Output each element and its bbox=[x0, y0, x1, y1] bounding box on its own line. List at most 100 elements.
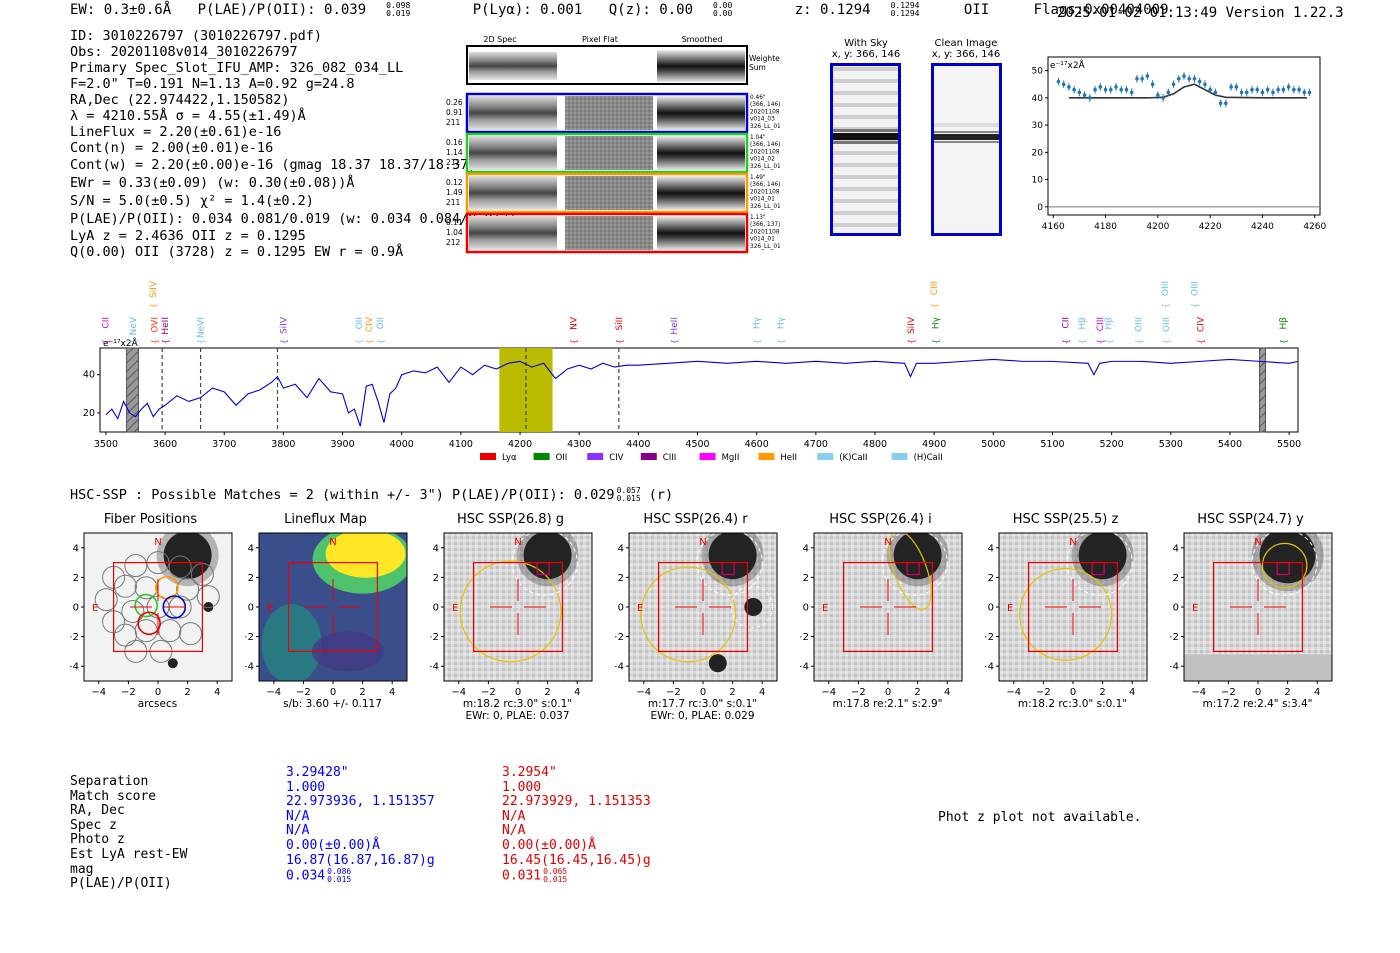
x-tick-label: −4 bbox=[451, 687, 466, 698]
y-tick-label: −4 bbox=[70, 662, 79, 673]
with-sky-label: With Sky bbox=[844, 38, 888, 49]
x-tick-label: 4180 bbox=[1094, 222, 1117, 232]
a-mag: 16.87(16.87,16.87)g bbox=[286, 852, 435, 868]
lineflux-blob bbox=[261, 604, 322, 681]
y-tick-label: 30 bbox=[1032, 121, 1044, 131]
fiber-row-meta: (366, 146) bbox=[750, 142, 780, 148]
data-point bbox=[1224, 101, 1228, 106]
emission-line-brace: { bbox=[161, 339, 170, 344]
emission-line-brace: { bbox=[1162, 339, 1171, 344]
hsc-title: HSC-SSP : Possible Matches = 2 (within +… bbox=[70, 486, 674, 504]
fiber-row-stat: 0.91 bbox=[446, 108, 463, 117]
emission-line-brace: { bbox=[670, 339, 679, 344]
cutout-caption-line: arcsecs bbox=[137, 698, 178, 710]
y-tick-label: 2 bbox=[73, 573, 79, 584]
emission-line-label: CIV bbox=[1196, 316, 1206, 332]
with-sky-image bbox=[830, 63, 901, 236]
cutout-caption-line: m:18.2 rc:3.0" s:0.1" bbox=[462, 698, 573, 710]
fiber-circle bbox=[134, 576, 158, 600]
info-line: ID: 3010226797 (3010226797.pdf) bbox=[70, 28, 322, 44]
match-column-b: 3.2954" 1.000 22.973929, 1.151353 N/A N/… bbox=[502, 765, 762, 892]
data-point bbox=[1307, 90, 1312, 95]
x-tick-label: 4100 bbox=[449, 439, 473, 450]
x-tick-label: −2 bbox=[481, 687, 496, 698]
legend-swatch bbox=[480, 453, 496, 460]
bright-star bbox=[1259, 533, 1316, 584]
data-point bbox=[1250, 87, 1254, 92]
fiber-circle bbox=[176, 577, 200, 601]
x-tick-label: 4 bbox=[389, 687, 395, 698]
data-point bbox=[1088, 96, 1092, 100]
fiber-row-meta: 20201108 bbox=[750, 189, 780, 195]
bright-star bbox=[893, 533, 942, 580]
header-plae: P(LAE)/P(OII): 0.039 0.098 0.019 bbox=[197, 1, 411, 19]
x-tick-label: 4400 bbox=[626, 439, 650, 450]
header-qz: Q(z): 0.00 0.00 0.00 bbox=[608, 1, 733, 19]
bright-star bbox=[1078, 533, 1127, 580]
fiber-2d-spec bbox=[469, 216, 557, 250]
data-point bbox=[1203, 82, 1207, 87]
x-tick-label: 0 bbox=[1255, 687, 1261, 698]
data-point bbox=[1098, 85, 1103, 89]
data-point bbox=[1208, 87, 1212, 92]
emission-line-label: Hβ bbox=[1105, 317, 1115, 330]
y-tick-label: 0 bbox=[433, 603, 439, 614]
y-tick-label: 2 bbox=[248, 573, 254, 584]
y-tick-label: −4 bbox=[245, 662, 254, 673]
emission-line-label: HeII bbox=[161, 317, 171, 335]
a-plae: 0.034 0.086 0.015 bbox=[286, 867, 352, 885]
emission-line-label: Hγ bbox=[753, 316, 763, 329]
fiber-2d-spec bbox=[469, 136, 557, 170]
y-tick-label: −2 bbox=[985, 632, 994, 643]
emission-line-label: OIII bbox=[1161, 281, 1171, 296]
y-tick-label: −4 bbox=[800, 662, 809, 673]
legend-label: CIV bbox=[609, 453, 623, 463]
y-tick-label: −4 bbox=[430, 662, 439, 673]
fiber-row-meta: 1.49" bbox=[750, 175, 766, 181]
compass-east: E bbox=[92, 603, 98, 614]
emission-line-label: CIII bbox=[930, 281, 940, 295]
compass-north: N bbox=[329, 537, 336, 548]
header-pixel-flat: Pixel Flat bbox=[582, 35, 618, 44]
x-tick-label: −4 bbox=[821, 687, 836, 698]
x-tick-label: 4900 bbox=[922, 439, 946, 450]
fiber-row-meta: (366, 146) bbox=[750, 102, 780, 108]
cutout-image: N E 4 2 0 −2 −4 −4 −2 0 2 4 bbox=[615, 532, 778, 698]
data-point bbox=[1161, 96, 1165, 100]
label-ra-dec: RA, Dec bbox=[70, 803, 125, 819]
cutout-caption: m:18.2 rc:3.0" s:0.1" EWr: 0, PLAE: 0.037 bbox=[435, 698, 600, 722]
x-tick-label: 4 bbox=[759, 687, 765, 698]
y-tick-label: 0 bbox=[988, 603, 994, 614]
fiber-row-meta: (366, 137) bbox=[750, 222, 780, 228]
faint-source bbox=[744, 598, 763, 616]
sky-clean-images bbox=[830, 63, 1002, 236]
fiber-row-meta: v014_01 bbox=[750, 237, 775, 243]
fiber-row-stat: 0.12 bbox=[446, 178, 463, 187]
y-tick-label: 0 bbox=[73, 603, 79, 614]
data-point bbox=[1124, 87, 1129, 92]
fiber-row-meta: 20201108 bbox=[750, 229, 780, 235]
emission-line-label: CII bbox=[101, 317, 111, 329]
cutout-image: N E 4 2 0 −2 −4 −4 −2 0 2 4 bbox=[245, 532, 408, 698]
scale-label: e⁻¹⁷x2Å bbox=[1050, 59, 1086, 71]
x-tick-label: 2 bbox=[184, 687, 190, 698]
label-plae: P(LAE)/P(OII) bbox=[70, 876, 172, 892]
fiber-row-meta: 1.04" bbox=[750, 135, 766, 141]
aperture-ellipse bbox=[1019, 567, 1113, 661]
cutout-caption-line: EWr: 0, PLAE: 0.037 bbox=[465, 710, 570, 722]
y-tick-label: −2 bbox=[245, 632, 254, 643]
fiber-row-stat: 212 bbox=[446, 238, 461, 247]
b-mag: 16.45(16.45,16.45)g bbox=[502, 852, 651, 868]
fiber-row-meta: v014_02 bbox=[750, 157, 775, 163]
label-photo-z: Photo z bbox=[70, 832, 125, 848]
cutout-caption-line: m:17.2 re:2.4" s:3.4" bbox=[1202, 698, 1313, 710]
fiber-2d-spec bbox=[469, 96, 557, 130]
legend-label: MgII bbox=[722, 453, 740, 463]
catalog-ellipse bbox=[511, 533, 578, 596]
model-fit-line bbox=[1068, 83, 1307, 99]
data-point bbox=[1260, 90, 1265, 95]
data-point bbox=[1056, 79, 1061, 84]
legend-swatch bbox=[640, 453, 657, 460]
emission-line-label: NeVI bbox=[197, 317, 207, 338]
plot-frame bbox=[99, 347, 1299, 433]
